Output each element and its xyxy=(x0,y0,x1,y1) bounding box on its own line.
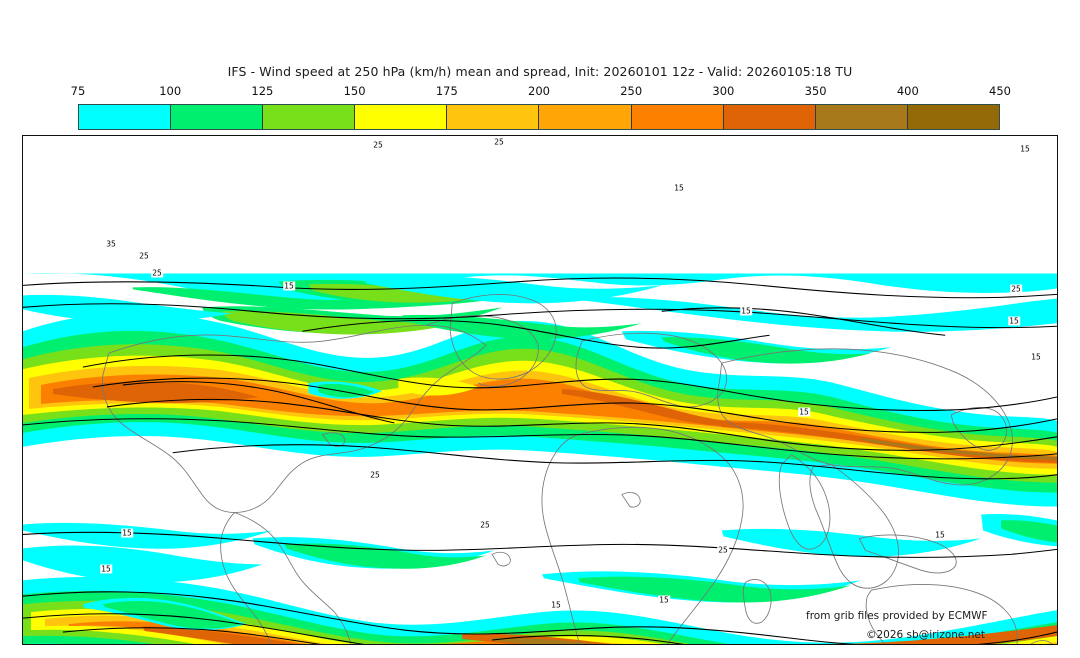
contour-label-15-6: 15 xyxy=(283,281,295,291)
colorbar-tick-250: 250 xyxy=(620,84,643,98)
contour-label-15-11: 15 xyxy=(798,407,810,417)
contour-label-25-9: 25 xyxy=(1010,284,1022,294)
map-panel[interactable]: 25 25 15 35 25 25 15 15 15 25 15 15 25 25 15 15 25 15 15 15… xyxy=(22,135,1058,645)
contour-label-15-17: 15 xyxy=(934,530,946,540)
colorbar-band-150 xyxy=(355,105,448,129)
colorbar-tick-100: 100 xyxy=(159,84,182,98)
contour-label-15-18: 15 xyxy=(550,600,562,610)
contour-label-15-20: 15 xyxy=(1030,352,1042,362)
contour-label-35-3: 35 xyxy=(105,239,117,249)
colorbar-tick-labels: 75 100 125 150 175 200 250 300 350 400 450 xyxy=(71,84,1011,102)
contour-label-15-15: 15 xyxy=(100,564,112,574)
colorbar-tick-400: 400 xyxy=(896,84,919,98)
colorbar-band-75 xyxy=(79,105,172,129)
colorbar: 75 100 125 150 175 200 250 300 350 400 450 xyxy=(71,84,1011,130)
map-contents xyxy=(23,136,1057,644)
colorbar-band-175 xyxy=(447,105,540,129)
colorbar-band-250 xyxy=(631,105,724,129)
colorbar-tick-175: 175 xyxy=(435,84,458,98)
colorbar-band-400 xyxy=(907,105,999,129)
colorbar-band-350 xyxy=(815,105,908,129)
contour-label-15-7: 15 xyxy=(673,183,685,193)
colorbar-tick-450: 450 xyxy=(989,84,1011,98)
colorbar-band-125 xyxy=(263,105,356,129)
contour-label-25-16: 25 xyxy=(717,545,729,555)
colorbar-bands xyxy=(78,104,1000,130)
contour-label-15-14: 15 xyxy=(121,528,133,538)
colorbar-band-100 xyxy=(171,105,264,129)
contour-label-15-8: 15 xyxy=(740,306,752,316)
coastlines xyxy=(102,294,1053,644)
colorbar-tick-75: 75 xyxy=(70,84,86,98)
colorbar-band-200 xyxy=(539,105,632,129)
spread-contours xyxy=(23,277,1057,644)
colorbar-tick-150: 150 xyxy=(343,84,366,98)
colorbar-tick-300: 300 xyxy=(712,84,735,98)
page-title: IFS - Wind speed at 250 hPa (km/h) mean … xyxy=(227,64,853,79)
contour-label-25-4: 25 xyxy=(138,251,150,261)
contour-label-25-13: 25 xyxy=(479,520,491,530)
colorbar-band-300 xyxy=(723,105,816,129)
contour-label-15-19: 15 xyxy=(658,595,670,605)
colorbar-tick-200: 200 xyxy=(528,84,550,98)
contour-label-15-2: 15 xyxy=(1019,144,1031,154)
colorbar-tick-125: 125 xyxy=(251,84,274,98)
contour-label-25-12: 25 xyxy=(369,470,381,480)
contour-label-25-1: 25 xyxy=(493,137,505,147)
map-canvas xyxy=(23,136,1057,644)
contour-label-25-5: 25 xyxy=(151,268,163,278)
colorbar-tick-350: 350 xyxy=(804,84,827,98)
contour-label-15-10: 15 xyxy=(1008,316,1020,326)
grib-credit: from grib files provided by ECMWF xyxy=(806,610,988,622)
contour-label-25-0: 25 xyxy=(372,140,384,150)
copyright-credit: ©2026 sb@irizone.net xyxy=(866,629,985,641)
